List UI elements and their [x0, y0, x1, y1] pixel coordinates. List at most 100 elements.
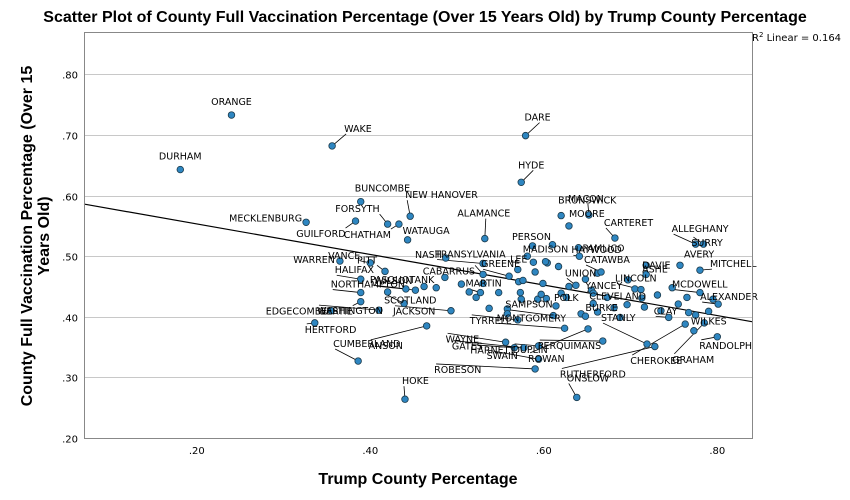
point-label-wilkes: WILKES — [691, 317, 727, 328]
data-point — [542, 294, 551, 303]
leader-line — [507, 309, 554, 316]
point-label-catawba: CATAWBA — [584, 255, 630, 266]
data-point — [516, 288, 525, 297]
data-point-person — [528, 242, 537, 250]
data-point-cumberland — [354, 357, 362, 365]
r2-superscript: 2 — [759, 31, 763, 39]
data-point-vance — [366, 259, 374, 267]
data-point-rowan — [584, 325, 592, 333]
data-point — [616, 313, 624, 322]
point-label-warren: WARREN — [293, 255, 335, 266]
data-point-harnett — [510, 344, 518, 352]
point-label-robeson: ROBESON — [434, 365, 481, 376]
data-point-wayne — [501, 338, 510, 346]
data-point — [537, 290, 545, 299]
data-point-dare — [521, 131, 530, 140]
data-point-scotland — [400, 299, 408, 308]
point-label-person: PERSON — [512, 232, 551, 243]
data-point — [684, 308, 693, 317]
data-point-cleveland — [589, 299, 597, 308]
data-points — [176, 111, 722, 403]
point-label-jackson: JACKSON — [392, 307, 435, 318]
point-label-graham: GRAHAM — [672, 355, 714, 366]
data-point — [519, 276, 527, 285]
point-label-scotland: SCOTLAND — [384, 295, 436, 306]
point-label-tyrrell: TYRRELL — [469, 316, 512, 327]
point-labels: ORANGE DURHAM WAKE DARE HYDE MECKLENBURG BUNCO… — [159, 97, 758, 387]
y-tick-label: .30 — [62, 374, 78, 385]
data-point-mitchell — [696, 266, 704, 274]
data-point — [548, 240, 557, 249]
point-label-montgomery: MONTGOMERY — [497, 313, 567, 324]
data-point-polk — [552, 302, 560, 310]
data-point-macon — [585, 211, 593, 219]
data-point-alexander — [714, 300, 722, 308]
point-label-clay: CLAY — [654, 306, 678, 317]
data-point-hertford — [311, 319, 319, 327]
data-point — [485, 304, 493, 313]
point-label-madison: MADISON — [523, 245, 568, 256]
point-label-brunswick: BRUNSWICK — [558, 196, 617, 207]
leader-line — [673, 322, 705, 355]
point-label-macon: MACON — [568, 194, 604, 205]
data-point — [457, 280, 466, 288]
point-label-new-hanover: NEW HANOVER — [405, 190, 478, 201]
data-point-swain — [534, 355, 543, 363]
point-label-wake: WAKE — [344, 124, 372, 135]
data-point — [503, 310, 512, 318]
data-point-transylvania — [479, 259, 487, 268]
point-label-sampson: SAMPSON — [505, 300, 552, 311]
data-point — [514, 265, 522, 274]
point-label-polk: POLK — [554, 293, 579, 304]
x-tick-label: .60 — [536, 446, 552, 457]
data-point-anson — [422, 322, 431, 330]
point-label-forsyth: FORSYTH — [335, 204, 379, 215]
data-point-lee — [529, 258, 538, 266]
data-point-pitt — [381, 267, 389, 276]
data-point-duplin — [534, 342, 543, 350]
data-point-mcdowell — [696, 288, 704, 297]
data-point — [581, 275, 590, 283]
data-point — [638, 294, 646, 302]
point-label-anson: ANSON — [369, 341, 403, 352]
data-point — [562, 293, 571, 302]
data-point-haywood — [575, 252, 584, 260]
data-point-avery — [676, 261, 684, 269]
point-label-hertford: HERTFORD — [305, 325, 357, 336]
x-tick-label: .40 — [362, 446, 378, 457]
point-label-transylvania: TRANSYLVANIA — [434, 249, 506, 260]
data-point-durham — [176, 165, 184, 174]
data-point-wilson — [411, 286, 420, 294]
x-tick-label: .80 — [709, 446, 725, 457]
point-label-durham: DURHAM — [159, 152, 202, 163]
point-label-cumberland: CUMBERLAND — [333, 339, 400, 350]
leader-line — [472, 344, 515, 349]
point-label-alamance: ALAMANCE — [457, 209, 510, 220]
data-point-alleghany — [691, 240, 700, 248]
data-point-cabarrus — [479, 270, 487, 279]
leader-line — [370, 325, 427, 341]
data-point-brunswick — [557, 211, 565, 220]
r2-prefix: R — [752, 33, 759, 44]
data-point — [640, 303, 649, 311]
point-label-swain: SWAIN — [487, 351, 518, 362]
point-label-haywood: HAYWOOD — [571, 245, 621, 256]
point-label-wilson: WILSON — [374, 276, 412, 287]
data-point — [479, 279, 487, 288]
data-point — [653, 291, 662, 299]
data-point — [683, 293, 691, 302]
leader-line — [488, 349, 539, 360]
data-point — [624, 276, 632, 284]
point-label-avery: AVERY — [684, 249, 714, 260]
data-point — [494, 288, 503, 297]
data-point-moore — [565, 222, 573, 230]
point-label-pasquotank: PASQUOTANK — [370, 275, 435, 286]
point-label-halifax: HALIFAX — [335, 265, 375, 276]
point-label-nash: NASH — [415, 250, 442, 261]
data-point-wake — [328, 142, 336, 150]
data-point-tyrrell — [514, 316, 522, 324]
data-point-surry — [699, 240, 708, 248]
point-label-mitchell: MITCHELL — [710, 259, 757, 270]
point-label-watauga: WATAUGA — [403, 226, 451, 237]
data-point-stanly — [643, 340, 651, 348]
